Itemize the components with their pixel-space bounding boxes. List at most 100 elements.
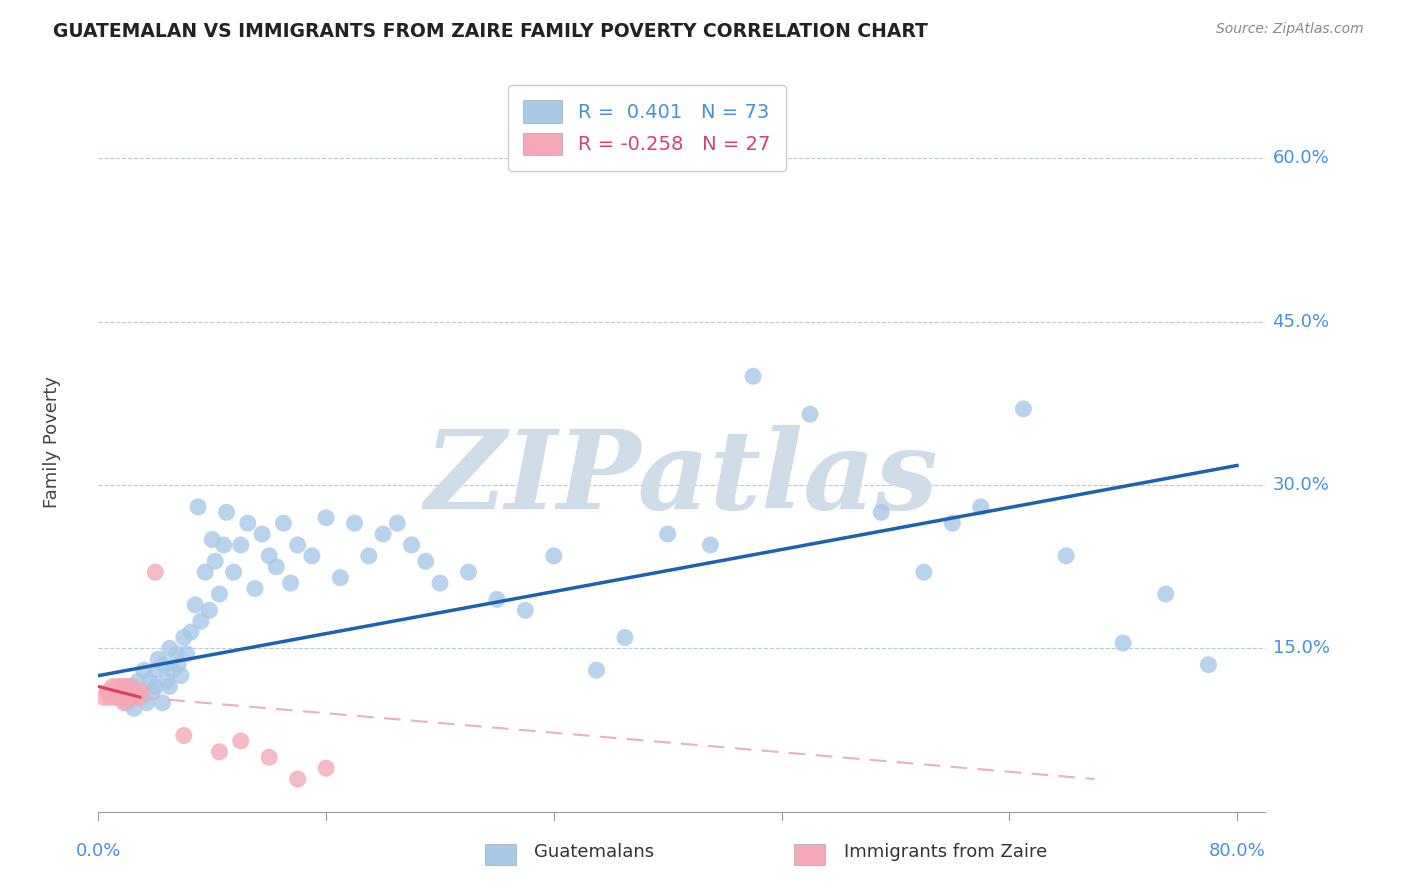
Point	[371, 527, 394, 541]
Text: Family Poverty: Family Poverty	[42, 376, 60, 508]
Text: ZIPatlas: ZIPatlas	[425, 425, 939, 533]
Point	[153, 657, 176, 672]
Point	[112, 680, 135, 694]
Point	[742, 369, 765, 384]
Point	[112, 696, 135, 710]
Point	[1012, 401, 1035, 416]
Point	[208, 587, 231, 601]
Point	[208, 745, 231, 759]
Point	[912, 565, 935, 579]
Legend: R =  0.401   N = 73, R = -0.258   N = 27: R = 0.401 N = 73, R = -0.258 N = 27	[508, 85, 786, 170]
Point	[98, 690, 121, 705]
Point	[127, 674, 149, 689]
Point	[257, 549, 280, 563]
Point	[1112, 636, 1135, 650]
Point	[121, 680, 143, 694]
Point	[143, 565, 166, 579]
Point	[257, 750, 280, 764]
Point	[122, 690, 145, 705]
Point	[614, 631, 637, 645]
Point	[166, 647, 188, 661]
Point	[132, 663, 155, 677]
Point	[173, 631, 195, 645]
Point	[273, 516, 295, 531]
Point	[941, 516, 963, 531]
Point	[250, 527, 273, 541]
Text: 15.0%: 15.0%	[1272, 640, 1330, 657]
Point	[1198, 657, 1220, 672]
Point	[107, 680, 129, 694]
Point	[187, 500, 209, 514]
Point	[143, 680, 166, 694]
Point	[357, 549, 380, 563]
Point	[301, 549, 323, 563]
Text: 0.0%: 0.0%	[76, 842, 121, 860]
Point	[127, 690, 149, 705]
Point	[387, 516, 409, 531]
Point	[266, 559, 288, 574]
Point	[699, 538, 721, 552]
Point	[287, 772, 309, 786]
Point	[236, 516, 259, 531]
Point	[201, 533, 224, 547]
Point	[870, 505, 893, 519]
Point	[799, 407, 821, 421]
Point	[115, 680, 138, 694]
Point	[135, 696, 157, 710]
Point	[159, 641, 181, 656]
Point	[429, 576, 451, 591]
Point	[118, 680, 141, 694]
Point	[243, 582, 266, 596]
Text: Immigrants from Zaire: Immigrants from Zaire	[844, 843, 1047, 861]
Text: 60.0%: 60.0%	[1272, 150, 1329, 168]
Point	[401, 538, 423, 552]
Point	[118, 685, 141, 699]
Point	[162, 663, 184, 677]
Point	[124, 685, 146, 699]
Point	[315, 761, 337, 775]
Point	[159, 680, 181, 694]
Point	[280, 576, 302, 591]
Point	[122, 701, 145, 715]
Point	[657, 527, 679, 541]
Point	[108, 690, 131, 705]
Text: Guatemalans: Guatemalans	[534, 843, 654, 861]
Point	[215, 505, 238, 519]
Point	[148, 652, 170, 666]
Point	[96, 685, 118, 699]
Point	[120, 690, 142, 705]
Point	[343, 516, 366, 531]
Point	[104, 690, 127, 705]
Point	[173, 729, 195, 743]
Point	[457, 565, 479, 579]
Point	[198, 603, 221, 617]
Point	[170, 668, 193, 682]
Point	[152, 696, 174, 710]
Point	[190, 614, 212, 628]
Point	[156, 674, 179, 689]
Text: Source: ZipAtlas.com: Source: ZipAtlas.com	[1216, 22, 1364, 37]
Point	[1054, 549, 1077, 563]
Point	[115, 696, 138, 710]
Point	[167, 657, 190, 672]
Point	[115, 690, 138, 705]
Point	[129, 690, 152, 705]
Point	[222, 565, 245, 579]
Point	[176, 647, 198, 661]
Point	[110, 680, 132, 694]
Point	[143, 663, 166, 677]
Point	[543, 549, 565, 563]
Point	[180, 625, 202, 640]
Point	[970, 500, 993, 514]
Point	[117, 690, 139, 705]
Text: 80.0%: 80.0%	[1209, 842, 1265, 860]
Point	[184, 598, 207, 612]
Point	[93, 690, 115, 705]
Point	[194, 565, 217, 579]
Point	[141, 685, 163, 699]
Point	[229, 538, 252, 552]
Text: 45.0%: 45.0%	[1272, 313, 1330, 331]
Point	[204, 554, 226, 568]
Point	[287, 538, 309, 552]
Point	[329, 571, 352, 585]
